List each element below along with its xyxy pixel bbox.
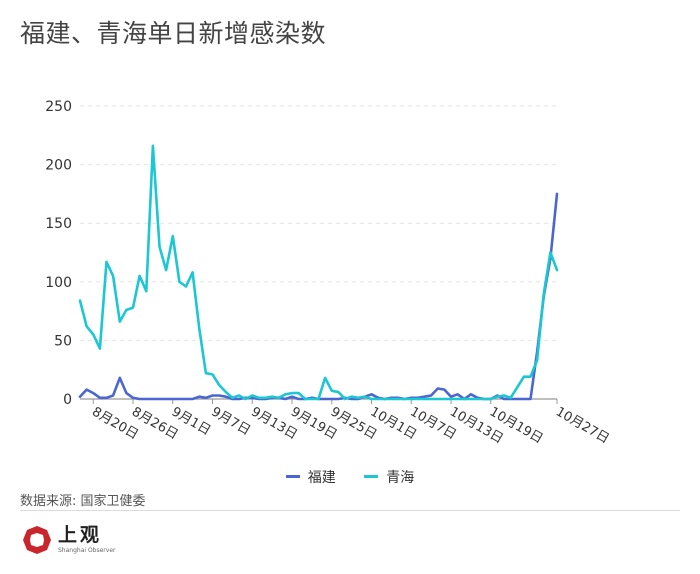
legend-label-qinghai: 青海 (386, 469, 415, 486)
y-tick-label: 100 (45, 275, 72, 291)
logo-mark-icon (23, 526, 51, 554)
legend-item-qinghai[interactable]: 青海 (364, 467, 414, 487)
footer-divider (20, 510, 680, 511)
legend: 福建 青海 (0, 466, 700, 487)
logo-text-en: Shanghai Observer (58, 547, 116, 554)
y-tick-label: 150 (45, 216, 72, 232)
logo-text-cn: 上观 (58, 524, 103, 546)
logo[interactable]: 上观 Shanghai Observer (22, 525, 115, 555)
legend-item-fujian[interactable]: 福建 (285, 467, 336, 487)
y-tick-label: 250 (45, 99, 72, 115)
legend-swatch-qinghai (364, 475, 379, 478)
legend-label-fujian: 福建 (307, 469, 336, 486)
y-tick-label: 50 (54, 333, 72, 349)
line-chart: 0 50 100 150 200 250 8月20日8月26日9月1日9月7日9月13日9… (45, 99, 612, 447)
series-line-fujian[interactable] (78, 192, 559, 401)
y-tick-label: 200 (45, 158, 72, 174)
legend-swatch-fujian (285, 475, 300, 478)
x-tick-label: 9月7日 (209, 404, 253, 438)
x-axis-ticks: 8月20日8月26日9月1日9月7日9月13日9月19日9月25日10月1日10… (89, 399, 612, 447)
y-tick-label: 0 (63, 392, 72, 408)
x-tick-label: 10月27日 (553, 404, 612, 447)
chart-title: 福建、青海单日新增感染数 (20, 19, 327, 48)
data-source: 数据来源: 国家卫健委 (20, 494, 146, 509)
series-line-qinghai[interactable] (78, 144, 559, 401)
series-lines (78, 144, 559, 401)
y-axis-ticks: 0 50 100 150 200 250 (45, 99, 72, 408)
